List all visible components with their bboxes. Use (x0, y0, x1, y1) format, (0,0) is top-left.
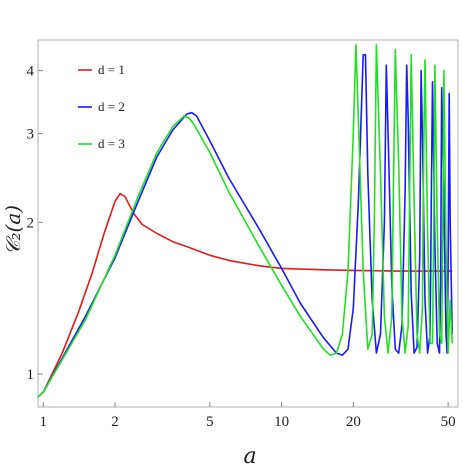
y-tick-label: 2 (27, 215, 35, 231)
legend-label: d = 2 (98, 99, 125, 114)
legend: d = 1 d = 2 d = 3 (78, 62, 125, 151)
x-axis-title: a (243, 444, 256, 469)
legend-label: d = 1 (98, 62, 125, 77)
series-line-1 (37, 192, 453, 398)
x-tick-label: 20 (346, 414, 361, 430)
y-tick-label: 1 (27, 367, 35, 383)
x-tick-label: 10 (274, 414, 289, 430)
y-tick-label: 4 (27, 64, 35, 80)
series-line-2 (37, 53, 453, 398)
y-axis-title: 𝒞₂(a) (1, 205, 25, 255)
x-tick-label: 5 (206, 414, 214, 430)
x-tick-label: 2 (111, 414, 119, 430)
y-tick-label: 3 (27, 127, 35, 143)
axis-ticks: 1 2 5 10 20 50 1 2 3 4 (27, 64, 456, 430)
series-layer (37, 43, 453, 398)
x-tick-label: 50 (441, 414, 456, 430)
x-tick-label: 1 (40, 414, 48, 430)
legend-label: d = 3 (98, 136, 125, 151)
series-line-3 (37, 43, 453, 398)
